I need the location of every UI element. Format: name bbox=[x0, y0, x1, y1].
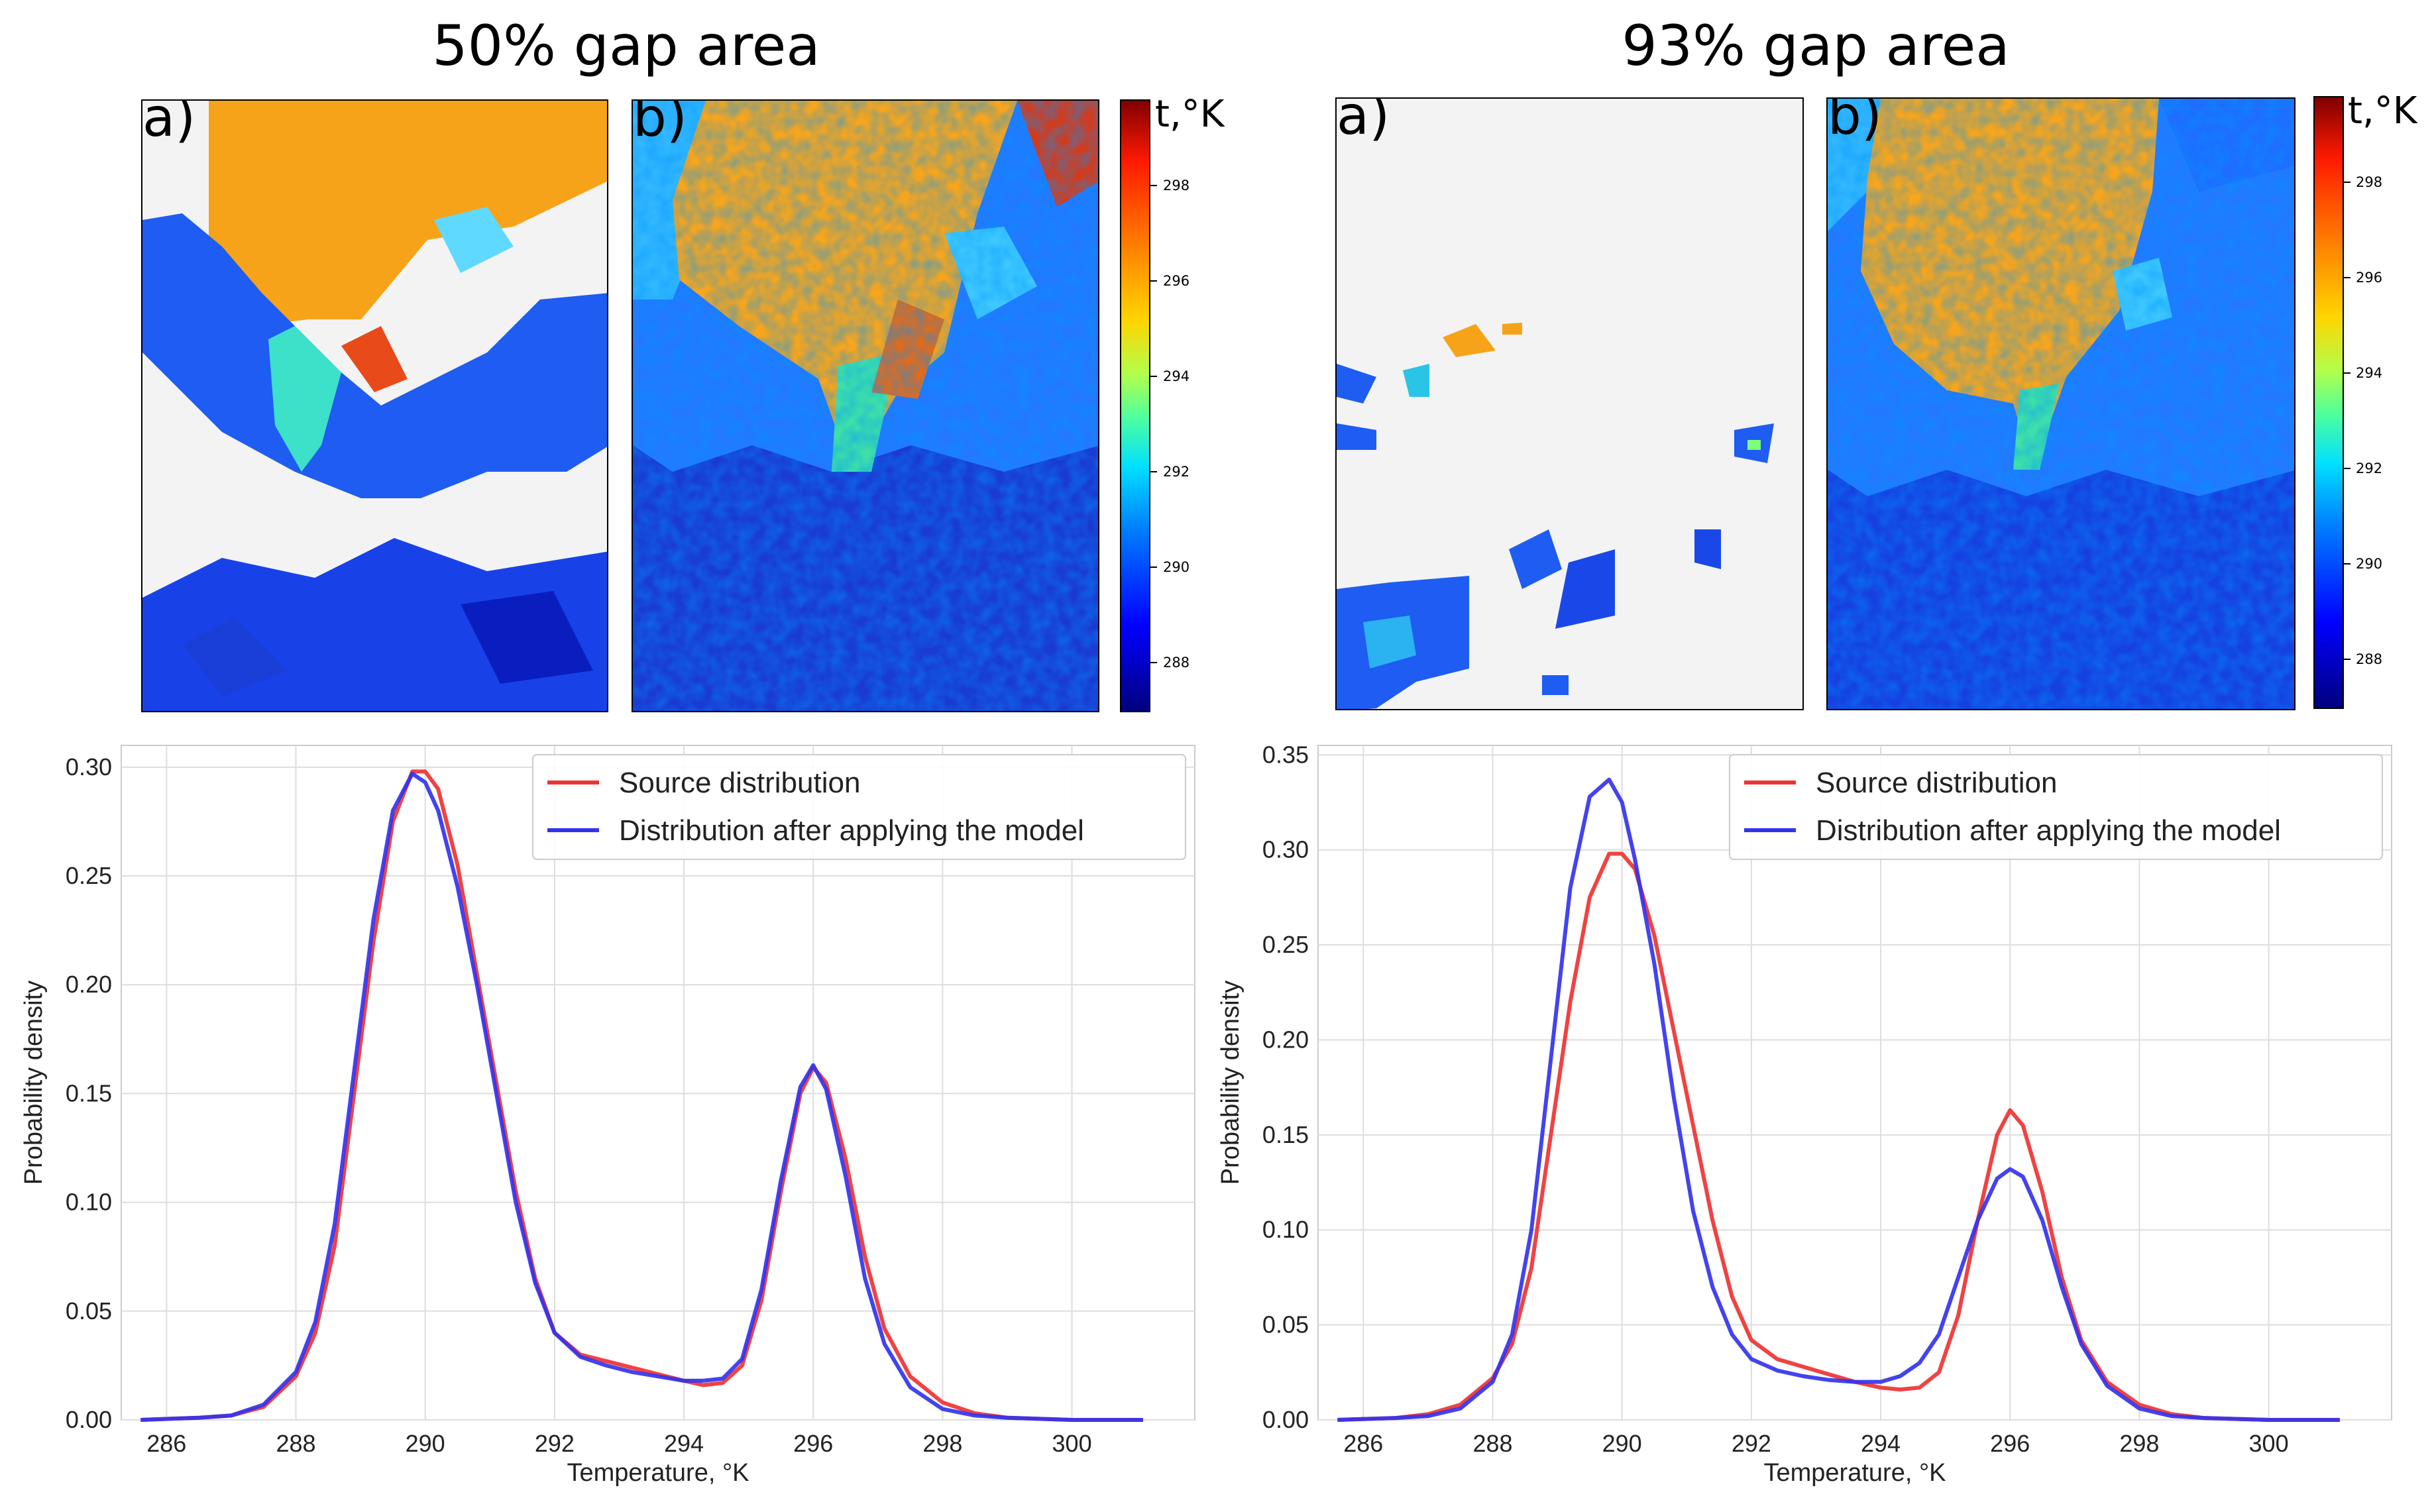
y-tick-label: 0.35 bbox=[1262, 741, 1309, 768]
x-tick-label: 292 bbox=[1732, 1430, 1771, 1457]
left-colorbar-tickmark bbox=[1150, 662, 1157, 663]
x-tick-label: 290 bbox=[1602, 1430, 1642, 1457]
right-colorbar bbox=[2313, 96, 2344, 709]
right-map-b-label: b) bbox=[1828, 97, 1882, 146]
model-distribution-line bbox=[1337, 777, 2340, 1422]
right-colorbar-tickmark bbox=[2344, 468, 2351, 469]
right-colorbar-tick: 296 bbox=[2356, 270, 2383, 286]
left-map-a: a) bbox=[141, 99, 608, 712]
left-colorbar-tickmark bbox=[1150, 280, 1157, 282]
x-tick-label: 286 bbox=[146, 1430, 186, 1457]
x-tick-label: 298 bbox=[922, 1430, 962, 1457]
x-axis-label: Temperature, °K bbox=[567, 1459, 749, 1487]
left-colorbar-tickmark bbox=[1150, 567, 1157, 568]
y-tick-label: 0.25 bbox=[1262, 931, 1309, 958]
x-tick-label: 290 bbox=[406, 1430, 445, 1457]
x-tick-label: 296 bbox=[1990, 1430, 2030, 1457]
left-map-b-label: b) bbox=[633, 99, 687, 148]
right-colorbar-tick: 298 bbox=[2356, 174, 2383, 190]
right-colorbar-tickmark bbox=[2344, 659, 2351, 660]
left-density-chart: 286 288 290 292 294 296 298 300 0.00 0.05 0.10 0.15… bbox=[20, 745, 1195, 1487]
right-panel-title: 93% gap area bbox=[1622, 13, 2010, 78]
right-colorbar-tickmark bbox=[2344, 277, 2351, 278]
y-axis-label: Probability density bbox=[20, 981, 48, 1185]
legend-label: Source distribution bbox=[619, 767, 860, 799]
right-map-a: a) bbox=[1335, 97, 1804, 710]
y-tick-label: 0.30 bbox=[66, 753, 112, 781]
y-axis-label: Probability density bbox=[1217, 981, 1245, 1185]
y-tick-label: 0.05 bbox=[66, 1297, 112, 1324]
right-map-b: b) bbox=[1826, 97, 2296, 710]
right-density-chart: 286 288 290 292 294 296 298 300 0.00 0.05 0.10 0.15… bbox=[1217, 741, 2392, 1487]
x-tick-label: 300 bbox=[1052, 1430, 1092, 1457]
right-map-a-image bbox=[1337, 99, 1802, 709]
legend-label: Distribution after applying the model bbox=[1816, 814, 2281, 847]
left-colorbar-tickmark bbox=[1150, 185, 1157, 186]
right-colorbar-tick: 292 bbox=[2356, 460, 2383, 476]
left-map-b: b) bbox=[632, 99, 1099, 712]
x-tick-label: 294 bbox=[664, 1430, 704, 1457]
y-tick-label: 0.10 bbox=[66, 1189, 112, 1216]
left-colorbar bbox=[1120, 99, 1150, 712]
y-tick-label: 0.15 bbox=[66, 1079, 112, 1107]
left-colorbar-tick: 290 bbox=[1163, 559, 1190, 575]
y-tick-label: 0.20 bbox=[66, 971, 112, 998]
x-tick-label: 286 bbox=[1343, 1430, 1383, 1457]
right-colorbar-title: t,°K bbox=[2348, 89, 2417, 133]
y-tick-label: 0.00 bbox=[1262, 1406, 1309, 1433]
legend-label: Distribution after applying the model bbox=[619, 814, 1084, 847]
x-tick-label: 296 bbox=[793, 1430, 833, 1457]
y-tick-label: 0.05 bbox=[1262, 1311, 1309, 1338]
left-colorbar-tick: 296 bbox=[1163, 273, 1190, 289]
left-map-b-image bbox=[633, 101, 1098, 711]
left-colorbar-tick: 298 bbox=[1163, 178, 1190, 193]
right-colorbar-tick: 294 bbox=[2356, 365, 2383, 381]
right-colorbar-tickmark bbox=[2344, 372, 2351, 374]
y-tick-label: 0.10 bbox=[1262, 1216, 1309, 1243]
y-tick-label: 0.15 bbox=[1262, 1121, 1309, 1148]
y-tick-label: 0.25 bbox=[66, 862, 112, 889]
right-map-a-label: a) bbox=[1337, 97, 1390, 146]
legend-box bbox=[532, 754, 1186, 860]
x-tick-label: 288 bbox=[1472, 1430, 1512, 1457]
x-tick-label: 300 bbox=[2249, 1430, 2289, 1457]
legend-label: Source distribution bbox=[1816, 767, 2057, 799]
right-colorbar-tick: 290 bbox=[2356, 556, 2383, 572]
left-colorbar-tick: 294 bbox=[1163, 368, 1190, 384]
source-distribution-line bbox=[140, 769, 1143, 1422]
left-colorbar-title: t,°K bbox=[1155, 93, 1225, 136]
right-map-b-image bbox=[1828, 99, 2294, 709]
left-map-a-image bbox=[142, 101, 607, 711]
source-distribution-line bbox=[1337, 851, 2340, 1422]
y-tick-label: 0.30 bbox=[1262, 836, 1309, 863]
x-tick-label: 292 bbox=[535, 1430, 575, 1457]
left-colorbar-tick: 288 bbox=[1163, 655, 1190, 671]
y-tick-label: 0.20 bbox=[1262, 1026, 1309, 1053]
x-tick-label: 298 bbox=[2119, 1430, 2159, 1457]
left-colorbar-tickmark bbox=[1150, 376, 1157, 377]
right-colorbar-tick: 288 bbox=[2356, 651, 2383, 667]
x-axis-label: Temperature, °K bbox=[1764, 1459, 1946, 1487]
model-distribution-line bbox=[140, 771, 1143, 1422]
y-tick-label: 0.00 bbox=[66, 1406, 112, 1433]
left-map-a-label: a) bbox=[142, 99, 196, 148]
right-colorbar-tickmark bbox=[2344, 182, 2351, 183]
left-colorbar-tick: 292 bbox=[1163, 464, 1190, 480]
x-tick-label: 288 bbox=[276, 1430, 315, 1457]
right-colorbar-tickmark bbox=[2344, 563, 2351, 565]
legend-box bbox=[1729, 754, 2383, 860]
left-colorbar-tickmark bbox=[1150, 471, 1157, 472]
x-tick-label: 294 bbox=[1861, 1430, 1901, 1457]
left-panel-title: 50% gap area bbox=[432, 13, 820, 78]
